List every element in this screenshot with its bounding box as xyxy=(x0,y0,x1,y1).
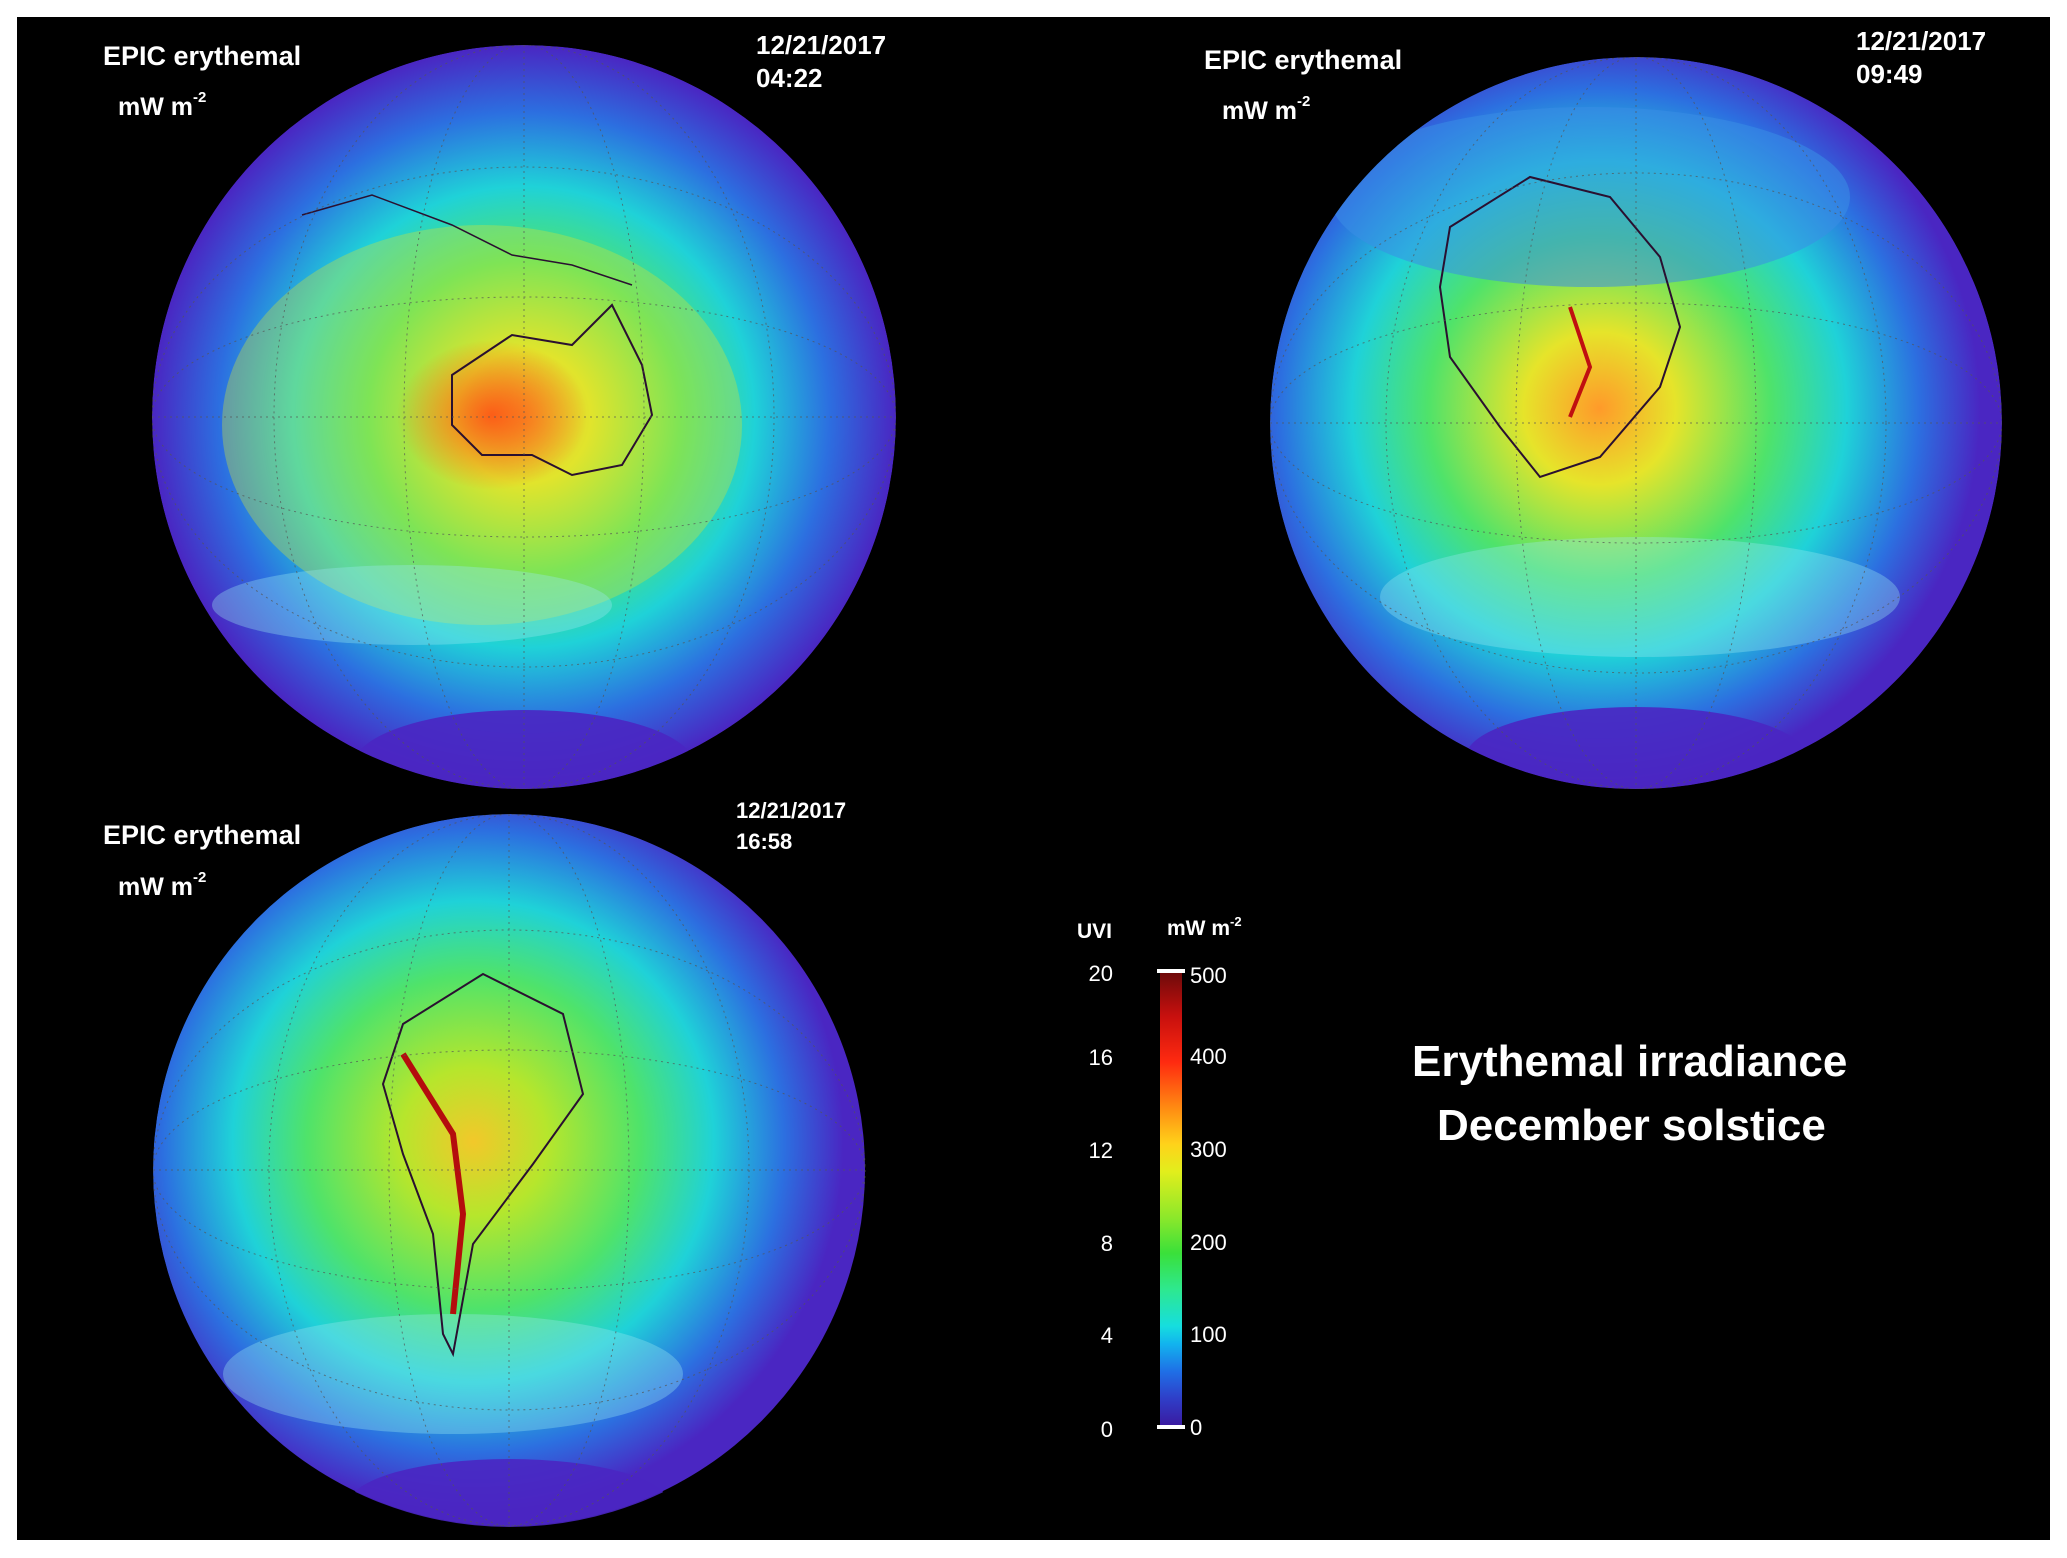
irradiance-tick: 500 xyxy=(1190,963,1227,988)
panel3-unit-exponent: -2 xyxy=(193,869,207,886)
panel1-unit-exponent: -2 xyxy=(193,89,207,106)
globe-south-america-image xyxy=(153,814,866,1527)
irradiance-tick: 100 xyxy=(1190,1322,1227,1347)
globe-australia xyxy=(152,45,896,789)
uvi-tick: 16 xyxy=(1088,1045,1113,1070)
panel3-date: 12/21/2017 xyxy=(736,798,847,823)
colorbar-bottom-cap xyxy=(1157,1425,1185,1429)
headline-line1: Erythemal irradiance xyxy=(1412,1037,1848,1086)
panel1-timestamp: 12/21/2017 04:22 xyxy=(756,29,886,95)
panel3-timestamp: 12/21/2017 16:58 xyxy=(736,795,846,857)
andes-highlight xyxy=(400,1052,467,1315)
legend-irradiance-title: mW m-2 xyxy=(1167,914,1242,941)
legend-irradiance-unit: mW m xyxy=(1167,917,1230,940)
panel2-unit-exponent: -2 xyxy=(1297,93,1311,110)
panel2-title: EPIC erythemal xyxy=(1204,45,1403,75)
globe-south-america xyxy=(153,814,866,1527)
irradiance-tick: 300 xyxy=(1190,1137,1227,1162)
panel2-unit: mW m-2 xyxy=(1222,93,1310,126)
panel3-time: 16:58 xyxy=(736,829,793,854)
panel2-time: 09:49 xyxy=(1856,59,1923,89)
figure-frame: EPIC erythemal mW m-2 12/21/2017 04:22 xyxy=(17,17,2050,1540)
legend-irradiance-exponent: -2 xyxy=(1230,914,1242,929)
irradiance-tick: 0 xyxy=(1190,1415,1203,1440)
uvi-tick: 20 xyxy=(1088,961,1113,986)
panel3-title: EPIC erythemal xyxy=(103,820,302,850)
panel1-unit-text: mW m xyxy=(118,93,193,121)
panel3-unit-text: mW m xyxy=(118,873,193,901)
uvi-tick: 12 xyxy=(1088,1138,1113,1163)
coastline-australia xyxy=(451,303,654,477)
panel2-unit-text: mW m xyxy=(1222,97,1297,125)
colorbar xyxy=(1160,971,1182,1426)
panel2-date: 12/21/2017 xyxy=(1856,26,1987,56)
uvi-tick: 4 xyxy=(1100,1323,1113,1348)
panel1-unit: mW m-2 xyxy=(118,89,206,122)
irradiance-tick: 400 xyxy=(1190,1044,1227,1069)
globe-africa-image xyxy=(1270,57,2002,789)
coastline-africa xyxy=(1438,175,1682,479)
panel1-date: 12/21/2017 xyxy=(756,30,887,60)
panel3-unit: mW m-2 xyxy=(118,869,206,902)
panel1-title: EPIC erythemal xyxy=(103,41,302,71)
legend-uvi-title: UVI xyxy=(1077,920,1113,943)
uvi-tick: 0 xyxy=(1100,1417,1113,1442)
panel2-timestamp: 12/21/2017 09:49 xyxy=(1856,25,1986,91)
coastline-south-america xyxy=(381,972,585,1358)
globe-africa xyxy=(1270,57,2002,789)
uvi-tick: 8 xyxy=(1100,1231,1113,1256)
panel1-time: 04:22 xyxy=(756,63,823,93)
globe-australia-image xyxy=(152,45,896,789)
irradiance-tick: 200 xyxy=(1190,1230,1227,1255)
colorbar-top-cap xyxy=(1157,969,1185,973)
headline-line2: December solstice xyxy=(1437,1101,1826,1150)
